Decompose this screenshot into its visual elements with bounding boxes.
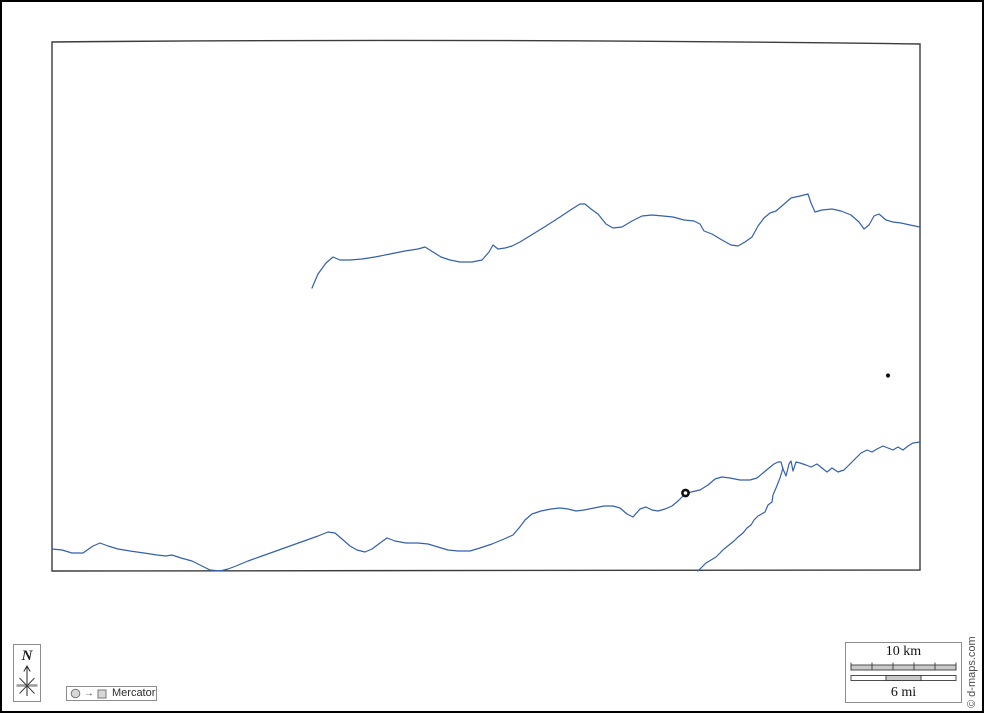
scale-box: 10 km 6 mi (845, 642, 962, 703)
copyright-credit: © d-maps.com (966, 636, 978, 708)
river-tributary (697, 467, 784, 572)
scale-bar-km (850, 662, 957, 671)
map-boundary (51, 39, 921, 572)
flat-square-icon (97, 689, 107, 698)
compass-box: N (13, 644, 41, 702)
scale-bar-mi (850, 675, 957, 681)
city-ring-marker (681, 488, 690, 498)
scale-mi-label: 6 mi (890, 685, 917, 700)
scale-km-label: 10 km (885, 644, 922, 659)
globe-circle-icon (70, 688, 81, 699)
river-lower (51, 441, 921, 572)
projection-name: Mercator (112, 687, 156, 699)
compass-north-label: N (21, 648, 34, 664)
arrow-right-icon: → (84, 687, 94, 699)
compass-rose-icon: N (16, 648, 38, 696)
river-upper (311, 193, 921, 289)
town-dot-marker (885, 373, 891, 378)
projection-legend: → Mercator (66, 686, 157, 701)
